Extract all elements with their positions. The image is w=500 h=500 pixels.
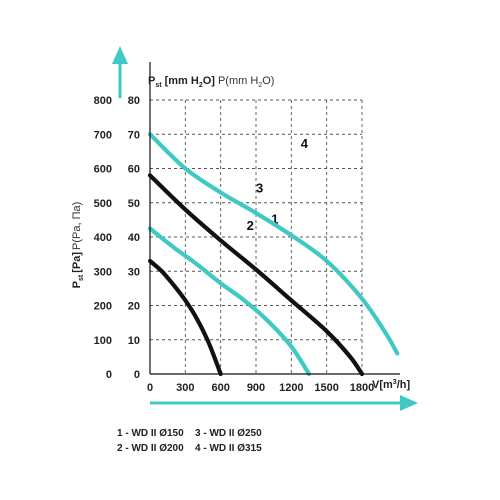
y-tick-mm-20: 20: [128, 301, 140, 313]
y-tick-pa-800: 800: [94, 95, 112, 107]
y-tick-pa-200: 200: [94, 301, 112, 313]
y-axis-title: Pst[Pa] P(Pa, Па): [71, 202, 85, 289]
top-title-bracket-end: O]: [203, 75, 216, 87]
x-tick-300: 300: [176, 382, 194, 394]
x-title-end: /h]: [397, 379, 411, 391]
x-title-main: V[m: [372, 379, 393, 391]
x-tick-900: 900: [247, 382, 265, 394]
series-3-label: 3: [256, 180, 263, 195]
x-axis-title: V[m3/h]: [372, 379, 410, 391]
top-title-light-end: O): [262, 75, 274, 87]
y-tick-pa-300: 300: [94, 266, 112, 278]
top-axis-title: Pst [mm H2O] P(mm H2O): [148, 75, 274, 89]
axes: [112, 46, 418, 411]
y-tick-pa-700: 700: [94, 129, 112, 141]
y-tick-mm-50: 50: [128, 198, 140, 210]
y-tick-pa-600: 600: [94, 164, 112, 176]
grid-lines: [150, 99, 363, 374]
x-tick-1800: 1800: [350, 382, 374, 394]
y-tick-pa-400: 400: [94, 232, 112, 244]
series-3-line: [147, 173, 365, 377]
top-title-bracket: [mm H: [165, 75, 199, 87]
y-tick-mm-70: 70: [128, 129, 140, 141]
y-axis-arrow: [112, 46, 128, 64]
y-tick-mm-0: 0: [134, 369, 140, 381]
y-title-light: P(Pa, Па): [71, 202, 83, 250]
y-title-main: P: [71, 281, 83, 288]
y-tick-pa-0: 0: [106, 369, 112, 381]
y-title-sub: st: [78, 274, 85, 281]
y-tick-mm-80: 80: [128, 95, 140, 107]
series-4-label: 4: [301, 136, 309, 151]
series-2-label: 2: [247, 218, 254, 233]
y-tick-mm-30: 30: [128, 266, 140, 278]
x-tick-1200: 1200: [279, 382, 303, 394]
legend-item-1: 1 - WD II Ø150: [117, 428, 184, 439]
x-tick-600: 600: [211, 382, 229, 394]
x-axis-arrow: [400, 395, 418, 411]
legend-item-4: 4 - WD II Ø315: [195, 443, 262, 454]
legend-item-3: 3 - WD II Ø250: [195, 428, 262, 439]
top-title-light: P(mm H: [218, 75, 258, 87]
series-2-line: [147, 226, 312, 377]
legend-item-2: 2 - WD II Ø200: [117, 443, 184, 454]
y-tick-pa-100: 100: [94, 335, 112, 347]
series-1-label: 1: [271, 211, 278, 226]
x-title-sup: 3: [393, 379, 397, 386]
top-title-light-sub: 2: [258, 82, 262, 89]
y-title-bracket: [Pa]: [71, 252, 83, 273]
tick-labels: 0 300 600 900 1200 1500 1800010020030040050060…: [94, 95, 375, 394]
y-tick-pa-500: 500: [94, 198, 112, 210]
x-tick-1500: 1500: [314, 382, 338, 394]
x-tick-0: 0: [147, 382, 153, 394]
top-title-bracket-sub: 2: [199, 82, 203, 89]
y-tick-mm-60: 60: [128, 164, 140, 176]
series-4-line: [147, 132, 400, 356]
top-title-sub: st: [155, 82, 162, 89]
performance-curves: 1 2 3 4: [147, 132, 400, 377]
y-tick-mm-10: 10: [128, 335, 140, 347]
top-title-main: P: [148, 75, 155, 87]
y-tick-mm-40: 40: [128, 232, 140, 244]
series-1-line: [147, 258, 223, 377]
